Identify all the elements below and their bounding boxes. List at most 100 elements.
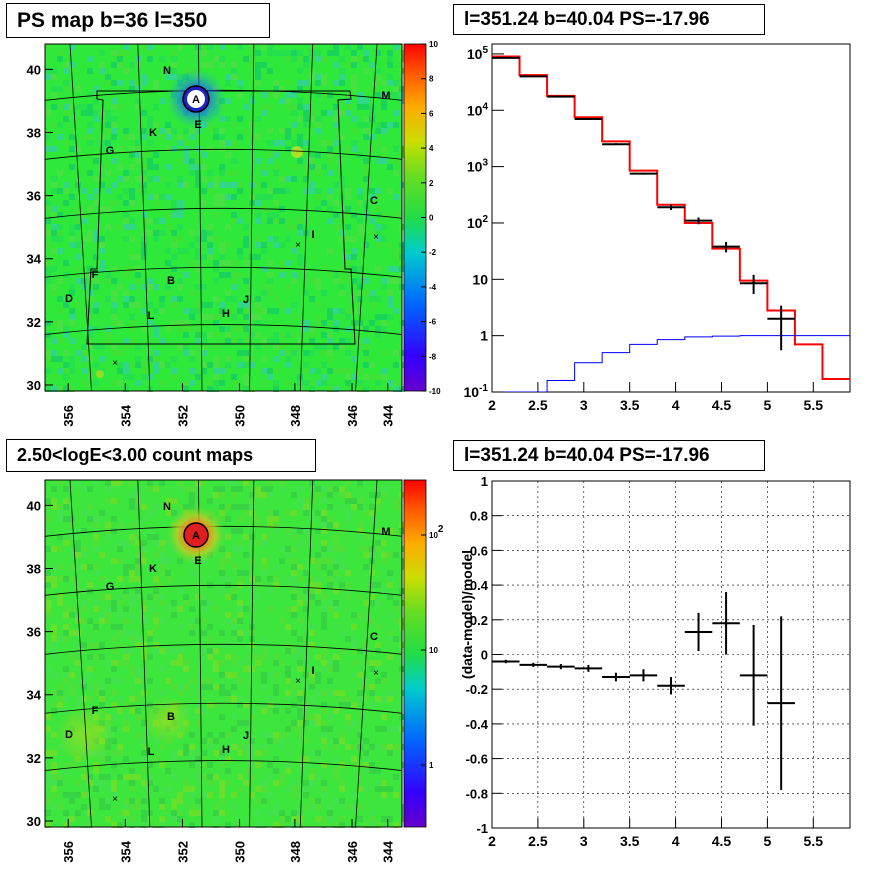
colorbar — [403, 479, 427, 828]
map-pixel — [297, 648, 303, 654]
map-pixel — [129, 194, 135, 200]
map-pixel — [105, 140, 111, 146]
map-pixel — [249, 510, 255, 516]
map-pixel — [297, 218, 303, 224]
x-tick-label: 4 — [672, 397, 680, 413]
map-pixel — [57, 296, 63, 302]
map-pixel — [207, 242, 213, 248]
map-pixel — [333, 576, 339, 582]
parallel-line — [44, 643, 403, 655]
map-pixel — [237, 660, 243, 666]
map-pixel — [207, 678, 213, 684]
map-pixel — [111, 822, 117, 828]
map-pixel — [219, 762, 225, 768]
map-pixel — [69, 134, 75, 140]
map-pixel — [225, 480, 231, 486]
map-pixel — [303, 290, 309, 296]
map-pixel — [369, 374, 375, 380]
map-pixel — [63, 576, 69, 582]
map-pixel — [237, 44, 243, 50]
map-pixel — [147, 176, 153, 182]
map-pixel — [237, 362, 243, 368]
map-pixel — [369, 534, 375, 540]
map-pixel — [75, 182, 81, 188]
map-pixel — [201, 164, 207, 170]
map-pixel — [351, 636, 357, 642]
map-pixel — [51, 68, 57, 74]
map-pixel — [381, 284, 387, 290]
map-pixel — [357, 56, 363, 62]
map-pixel — [231, 296, 237, 302]
map-pixel — [69, 368, 75, 374]
map-pixel — [111, 80, 117, 86]
map-pixel — [213, 278, 219, 284]
map-pixel — [105, 110, 111, 116]
map-pixel — [345, 702, 351, 708]
map-pixel — [81, 188, 87, 194]
map-pixel — [63, 672, 69, 678]
map-pixel — [93, 522, 99, 528]
map-pixel — [237, 744, 243, 750]
map-pixel — [63, 368, 69, 374]
map-pixel — [303, 504, 309, 510]
map-pixel — [393, 774, 399, 780]
map-pixel — [375, 332, 381, 338]
map-pixel — [75, 528, 81, 534]
map-pixel — [69, 792, 75, 798]
map-pixel — [387, 80, 393, 86]
map-pixel — [375, 786, 381, 792]
map-pixel — [297, 140, 303, 146]
map-pixel — [339, 786, 345, 792]
map-pixel — [333, 326, 339, 332]
map-pixel — [81, 284, 87, 290]
map-pixel — [261, 780, 267, 786]
map-pixel — [387, 314, 393, 320]
map-pixel — [123, 810, 129, 816]
map-pixel — [159, 816, 165, 822]
source-marker: × — [373, 668, 379, 679]
map-pixel — [273, 576, 279, 582]
map-pixel — [93, 600, 99, 606]
map-pixel — [93, 230, 99, 236]
map-pixel — [135, 278, 141, 284]
map-pixel — [159, 338, 165, 344]
map-pixel — [93, 92, 99, 98]
map-pixel — [255, 486, 261, 492]
map-pixel — [201, 630, 207, 636]
map-pixel — [213, 182, 219, 188]
y-tick-label: 34 — [27, 252, 42, 267]
map-pixel — [321, 654, 327, 660]
map-pixel — [375, 768, 381, 774]
map-pixel — [321, 762, 327, 768]
map-pixel — [333, 666, 339, 672]
map-pixel — [45, 356, 51, 362]
map-pixel — [315, 774, 321, 780]
map-pixel — [213, 702, 219, 708]
map-pixel — [321, 624, 327, 630]
map-pixel — [123, 224, 129, 230]
source-label-N: N — [163, 501, 171, 513]
map-pixel — [285, 678, 291, 684]
map-pixel — [369, 104, 375, 110]
map-pixel — [375, 188, 381, 194]
colorbar-tick-label: -2 — [429, 248, 437, 257]
map-pixel — [135, 344, 141, 350]
map-pixel — [327, 546, 333, 552]
x-tick-label: 4 — [672, 833, 680, 849]
map-pixel — [117, 810, 123, 816]
map-pixel — [243, 350, 249, 356]
map-pixel — [315, 80, 321, 86]
map-pixel — [117, 80, 123, 86]
map-pixel — [345, 510, 351, 516]
map-pixel — [57, 564, 63, 570]
map-pixel — [297, 594, 303, 600]
map-pixel — [243, 606, 249, 612]
map-pixel — [129, 804, 135, 810]
map-pixel — [117, 696, 123, 702]
map-pixel — [51, 648, 57, 654]
x-tick-label: 2.5 — [528, 397, 548, 413]
map-pixel — [159, 798, 165, 804]
map-pixel — [99, 356, 105, 362]
map-pixel — [321, 606, 327, 612]
map-pixel — [243, 768, 249, 774]
